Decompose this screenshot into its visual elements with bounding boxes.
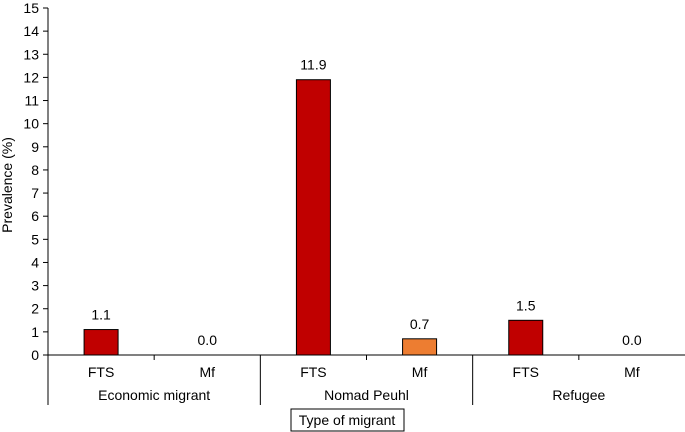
y-tick-label: 2 — [31, 301, 39, 317]
y-tick-label: 11 — [24, 93, 39, 109]
y-tick-label: 12 — [23, 69, 39, 85]
x-axis-title-box: Type of migrant — [290, 408, 405, 432]
data-label: 0.7 — [410, 316, 430, 332]
y-tick-label: 9 — [31, 139, 39, 155]
x-category-label: Mf — [624, 364, 640, 380]
y-tick-label: 6 — [31, 208, 39, 224]
bar — [508, 319, 544, 356]
y-axis-title: Prevalence (%) — [0, 137, 15, 233]
x-axis-title-frame — [290, 408, 405, 432]
y-tick-label: 1 — [31, 324, 39, 340]
x-group-label: Economic migrant — [98, 387, 210, 403]
x-category-label: Mf — [412, 364, 428, 380]
bar — [402, 338, 438, 356]
x-group-label: Refugee — [552, 387, 605, 403]
y-tick-label: 10 — [23, 116, 39, 132]
y-tick-label: 8 — [31, 162, 39, 178]
y-tick-label: 3 — [31, 278, 39, 294]
x-category-label: FTS — [88, 364, 114, 380]
data-label: 1.1 — [91, 307, 111, 323]
x-group-label: Nomad Peuhl — [324, 387, 409, 403]
x-category-label: FTS — [300, 364, 326, 380]
data-label: 0.0 — [622, 332, 642, 348]
x-category-label: FTS — [513, 364, 539, 380]
data-label: 11.9 — [300, 57, 326, 73]
x-axis-title: Type of migrant — [299, 412, 396, 428]
bar — [295, 79, 331, 356]
y-tick-label: 5 — [31, 231, 39, 247]
y-tick-label: 13 — [23, 46, 39, 62]
data-label: 0.0 — [198, 332, 218, 348]
y-tick-label: 15 — [23, 0, 39, 16]
y-tick-label: 0 — [31, 347, 39, 363]
y-tick-label: 14 — [23, 23, 39, 39]
x-category-label: Mf — [199, 364, 215, 380]
bar — [83, 329, 119, 356]
y-tick-label: 4 — [31, 254, 39, 270]
data-label: 1.5 — [516, 297, 536, 313]
y-tick-label: 7 — [31, 185, 39, 201]
